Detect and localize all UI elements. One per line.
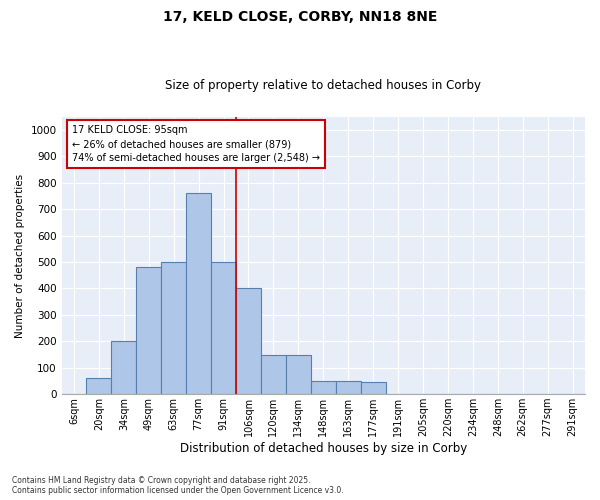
Y-axis label: Number of detached properties: Number of detached properties bbox=[15, 174, 25, 338]
Title: Size of property relative to detached houses in Corby: Size of property relative to detached ho… bbox=[165, 79, 481, 92]
Bar bbox=[211, 262, 236, 394]
X-axis label: Distribution of detached houses by size in Corby: Distribution of detached houses by size … bbox=[179, 442, 467, 455]
Bar bbox=[236, 288, 261, 394]
Bar bbox=[286, 354, 311, 394]
Bar bbox=[136, 268, 161, 394]
Bar bbox=[361, 382, 386, 394]
Bar bbox=[112, 342, 136, 394]
Text: 17 KELD CLOSE: 95sqm
← 26% of detached houses are smaller (879)
74% of semi-deta: 17 KELD CLOSE: 95sqm ← 26% of detached h… bbox=[72, 125, 320, 163]
Bar bbox=[261, 354, 286, 394]
Bar bbox=[336, 381, 361, 394]
Bar bbox=[161, 262, 186, 394]
Bar bbox=[186, 194, 211, 394]
Bar bbox=[311, 381, 336, 394]
Text: 17, KELD CLOSE, CORBY, NN18 8NE: 17, KELD CLOSE, CORBY, NN18 8NE bbox=[163, 10, 437, 24]
Bar bbox=[86, 378, 112, 394]
Text: Contains HM Land Registry data © Crown copyright and database right 2025.
Contai: Contains HM Land Registry data © Crown c… bbox=[12, 476, 344, 495]
